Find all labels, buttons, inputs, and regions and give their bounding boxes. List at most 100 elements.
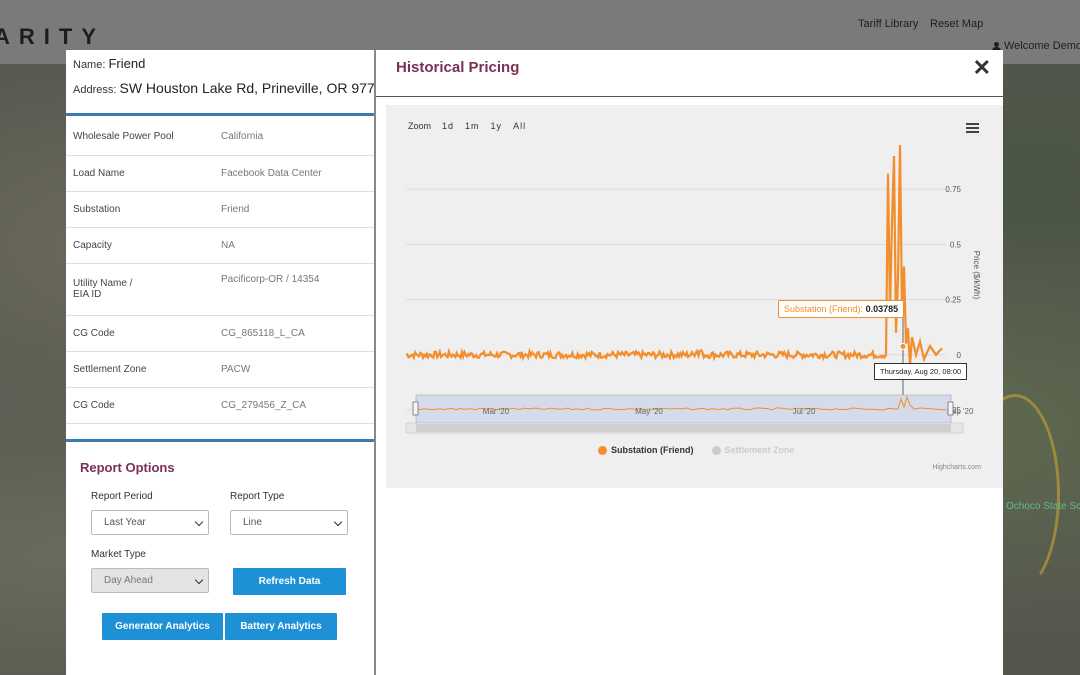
site-header: Name: Friend Address: SW Houston Lake Rd… <box>66 50 390 116</box>
table-row: Settlement Zone PACW <box>66 351 374 388</box>
chevron-down-icon <box>194 575 204 585</box>
row-key: Utility Name / EIA ID <box>66 263 221 316</box>
row-key: CG Code <box>66 387 221 424</box>
site-name-label: Name: <box>73 59 106 71</box>
y-tick-label: 0.75 <box>945 185 961 194</box>
legend-item-substation[interactable]: Substation (Friend) <box>598 445 694 455</box>
navigator-handle-right <box>947 401 954 416</box>
generator-analytics-button[interactable]: Generator Analytics <box>102 613 223 640</box>
row-key-line1: Utility Name / <box>73 278 133 289</box>
row-key: Wholesale Power Pool <box>66 119 221 156</box>
price-chart[interactable]: 0.750.50.250-0.25Price ($/kWh)1. Mar1. A… <box>386 105 1003 488</box>
table-row: Capacity NA <box>66 227 374 264</box>
report-period-value: Last Year <box>104 517 146 528</box>
zoom-all-button[interactable]: All <box>513 121 527 131</box>
legend-dot-icon <box>598 445 607 455</box>
legend-item-settlement-zone[interactable]: Settlement Zone <box>711 445 795 455</box>
row-value: NA <box>221 227 374 264</box>
highcharts-credits[interactable]: Highcharts.com <box>932 464 981 471</box>
row-value: Facebook Data Center <box>221 155 374 192</box>
navigator-tick-label: Sep '20 <box>947 407 974 416</box>
legend-label: Settlement Zone <box>724 445 795 455</box>
navigator-line <box>415 395 947 411</box>
refresh-data-button[interactable]: Refresh Data <box>233 568 346 595</box>
legend-dot-icon <box>711 445 721 455</box>
row-key: Capacity <box>66 227 221 264</box>
date-tooltip: Thursday, Aug 20, 08:00 <box>874 363 968 380</box>
row-value: California <box>221 119 374 156</box>
market-type-value: Day Ahead <box>104 575 153 586</box>
table-row: Substation Friend <box>66 191 374 228</box>
site-info-panel: Name: Friend Address: SW Houston Lake Rd… <box>66 50 390 675</box>
series-tooltip: Substation (Friend): 0.03785 <box>778 300 905 318</box>
report-type-select[interactable]: Line <box>230 510 348 535</box>
row-value: CG_865118_L_CA <box>221 315 374 352</box>
chart-canvas[interactable]: 0.750.50.250-0.25Price ($/kWh)1. Mar1. A… <box>386 105 1003 488</box>
report-separator <box>66 439 374 442</box>
zoom-label: Zoom <box>408 121 432 131</box>
chart-legend: Substation (Friend) Settlement Zone <box>598 445 795 455</box>
navigator-handle-left <box>412 401 419 416</box>
row-value: Pacificorp-OR / 14354 <box>221 263 374 316</box>
navigator-tick-label: Mar '20 <box>483 407 510 416</box>
site-name-value: Friend <box>108 56 146 71</box>
hover-point <box>899 342 907 350</box>
report-type-label: Report Type <box>230 491 285 502</box>
reset-map-link[interactable]: Reset Map <box>930 18 984 30</box>
row-key: Substation <box>66 191 221 228</box>
legend-label: Substation (Friend) <box>611 445 694 455</box>
battery-analytics-button[interactable]: Battery Analytics <box>225 613 337 640</box>
row-value: CG_279456_Z_CA <box>221 387 374 424</box>
navigator-tick-label: Jul '20 <box>793 407 816 416</box>
chevron-down-icon <box>194 517 204 527</box>
user-icon <box>992 41 1001 51</box>
series-line-substation <box>405 144 943 366</box>
site-address-label: Address: <box>73 84 117 96</box>
row-value: PACW <box>221 351 374 388</box>
table-row: Utility Name / EIA ID Pacificorp-OR / 1435… <box>66 263 374 316</box>
table-row: CG Code CG_279456_Z_CA <box>66 387 374 424</box>
map-place-label: Ochoco State Sce <box>1006 501 1080 512</box>
welcome-text: Welcome Demo F <box>1004 40 1080 52</box>
zoom-controls: Zoom 1d 1m 1y All <box>408 121 526 131</box>
market-type-label: Market Type <box>91 549 146 560</box>
tariff-library-link[interactable]: Tariff Library <box>858 18 919 30</box>
title-divider <box>376 96 1005 97</box>
chart-menu-icon[interactable] <box>966 123 979 133</box>
y-tick-label: 0 <box>957 351 962 360</box>
table-row: Wholesale Power Pool California <box>66 119 374 156</box>
zoom-1y-button[interactable]: 1y <box>490 121 503 131</box>
pricing-title: Historical Pricing <box>396 59 520 76</box>
zoom-1d-button[interactable]: 1d <box>442 121 455 131</box>
site-info-table: Wholesale Power Pool California Load Name… <box>66 119 374 424</box>
row-value: Friend <box>221 191 374 228</box>
row-key: Settlement Zone <box>66 351 221 388</box>
historical-pricing-panel: Historical Pricing ✕ 0.750.50.250-0.25Pr… <box>374 50 1005 675</box>
site-address: Address: SW Houston Lake Rd, Prineville,… <box>73 80 390 96</box>
table-row: Load Name Facebook Data Center <box>66 155 374 192</box>
navigator-tick-label: May '20 <box>635 407 663 416</box>
y-axis-label: Price ($/kWh) <box>972 251 981 300</box>
app-logo[interactable]: ARITY <box>0 24 105 49</box>
chevron-down-icon <box>333 517 343 527</box>
user-menu[interactable]: Welcome Demo F <box>992 40 1080 52</box>
report-options-title: Report Options <box>80 460 175 475</box>
y-tick-label: 0.25 <box>945 296 961 305</box>
site-name: Name: Friend <box>73 56 367 71</box>
site-address-value: SW Houston Lake Rd, Prineville, OR 97754 <box>119 80 391 96</box>
row-key: CG Code <box>66 315 221 352</box>
report-type-value: Line <box>243 517 262 528</box>
report-period-select[interactable]: Last Year <box>91 510 209 535</box>
close-icon[interactable]: ✕ <box>972 55 991 80</box>
y-tick-label: 0.5 <box>950 240 962 249</box>
market-type-select[interactable]: Day Ahead <box>91 568 209 593</box>
tooltip-series-name: Substation (Friend): <box>784 304 864 314</box>
report-period-label: Report Period <box>91 491 153 502</box>
tooltip-value: 0.03785 <box>865 304 899 314</box>
navigator-scroll-thumb <box>416 424 951 432</box>
row-key: Load Name <box>66 155 221 192</box>
row-key-line2: EIA ID <box>73 289 102 300</box>
map-road <box>970 394 1060 594</box>
table-row: CG Code CG_865118_L_CA <box>66 315 374 352</box>
zoom-1m-button[interactable]: 1m <box>465 121 480 131</box>
